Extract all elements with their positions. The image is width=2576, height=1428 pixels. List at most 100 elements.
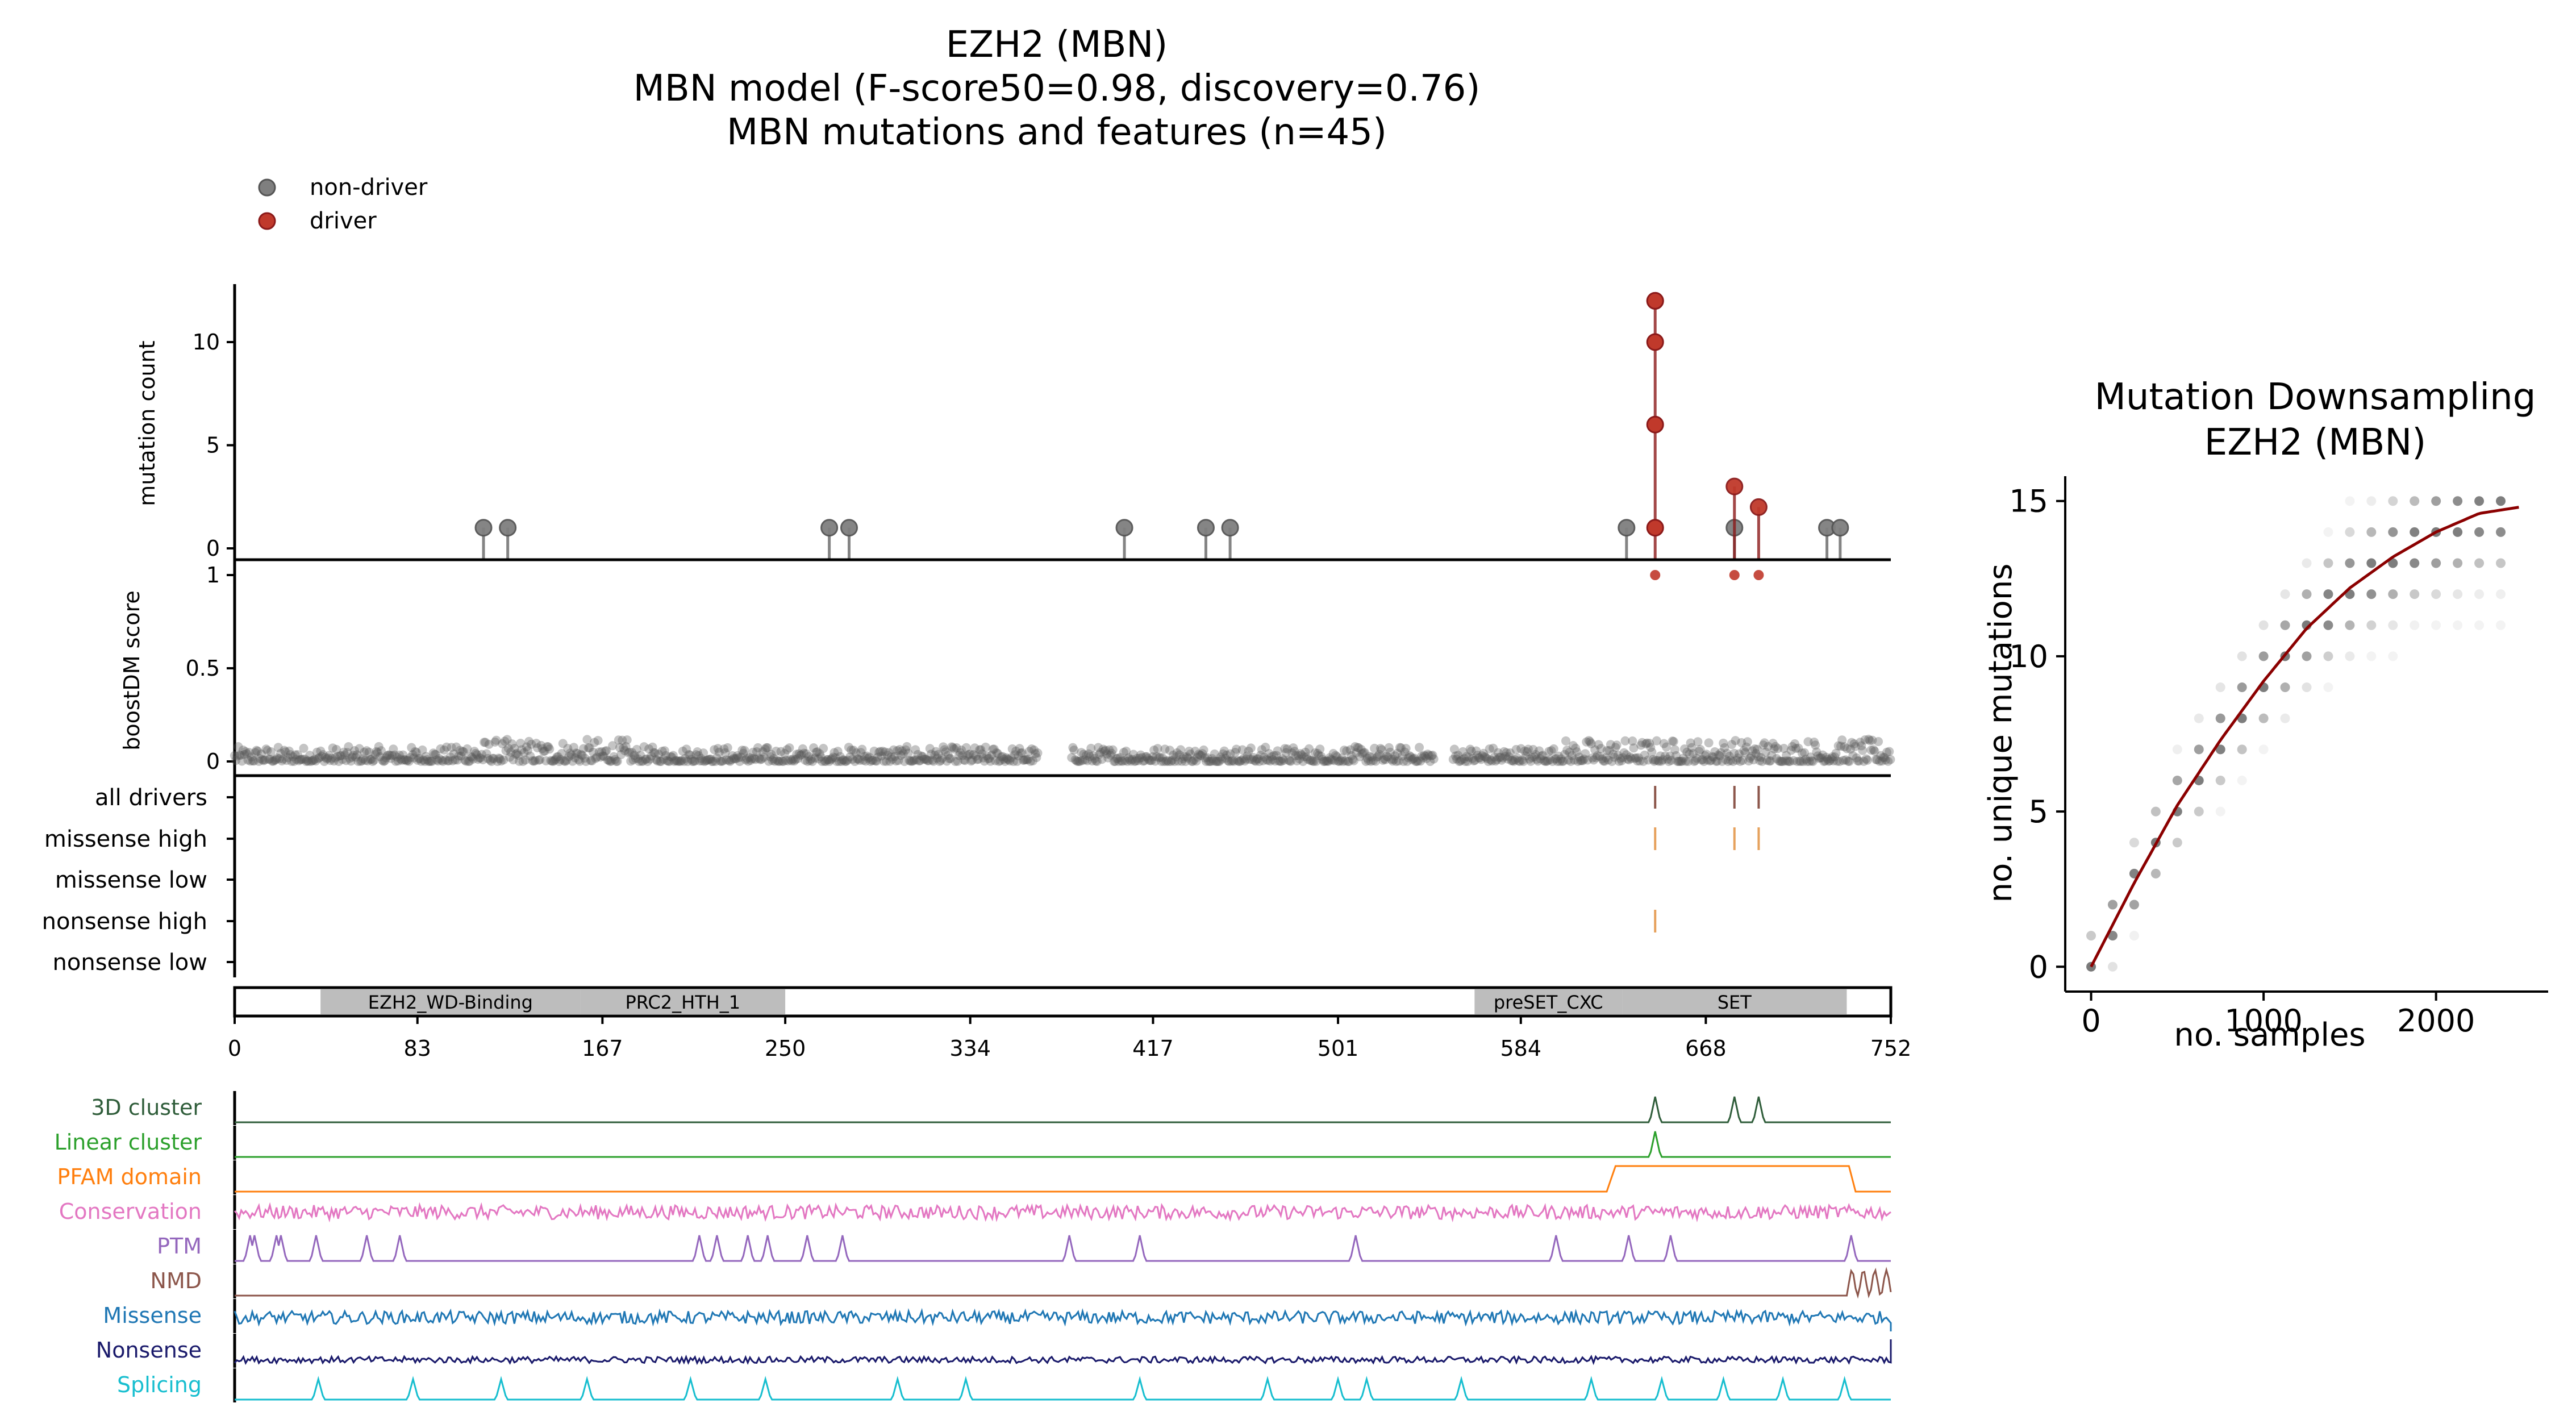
boostdm-point: [1762, 756, 1771, 765]
boostdm-point: [314, 753, 323, 763]
boostdm-point: [1693, 737, 1703, 747]
boostdm-point: [1461, 756, 1470, 766]
boostdm-point: [1381, 755, 1390, 764]
boostdm-point: [1343, 756, 1353, 766]
boostdm-point: [436, 744, 445, 753]
boostdm-point: [913, 750, 923, 759]
boostdm-point: [336, 751, 346, 760]
boostdm-point: [1201, 756, 1211, 766]
boostdm-point: [323, 753, 333, 763]
feature-line: [235, 1131, 1891, 1158]
boostdm-point: [1857, 741, 1866, 751]
boostdm-point: [1352, 748, 1361, 757]
boostdm-point: [1874, 736, 1883, 746]
xtick-label: 1000: [2224, 1003, 2302, 1039]
boostdm-point: [581, 756, 591, 766]
boostdm-point: [1836, 742, 1846, 751]
boostdm-point: [855, 756, 865, 765]
downsampling-point: [2129, 900, 2139, 910]
boostdm-point: [1518, 755, 1527, 765]
boostdm-point: [428, 748, 438, 758]
boostdm-point: [1188, 756, 1198, 766]
boostdm-point: [747, 753, 757, 763]
boostdm-point: [655, 756, 665, 766]
boostdm-point: [544, 742, 553, 752]
boostdm-point: [878, 747, 887, 756]
boostdm-point: [1344, 756, 1354, 766]
boostdm-point: [898, 749, 908, 759]
boostdm-point: [1148, 752, 1158, 761]
boostdm-point: [518, 756, 528, 766]
boostdm-point: [432, 755, 442, 765]
boostdm-point: [493, 756, 502, 766]
downsampling-point: [2345, 558, 2355, 568]
boostdm-point: [867, 755, 877, 765]
boostdm-point: [1274, 756, 1283, 766]
boostdm-point: [657, 746, 667, 756]
boostdm-point: [1832, 756, 1842, 766]
boostdm-point: [1866, 746, 1876, 755]
boostdm-point: [1859, 756, 1869, 766]
boostdm-point: [858, 755, 868, 765]
ytick-label: 0: [206, 749, 220, 774]
boostdm-point: [324, 751, 334, 760]
boostdm-point: [1606, 740, 1615, 750]
boostdm-point: [1571, 743, 1581, 753]
ytick-label: 0: [2029, 949, 2048, 985]
boostdm-point: [545, 744, 555, 754]
boostdm-point: [742, 753, 752, 763]
boostdm-point: [1199, 745, 1208, 755]
boostdm-point: [291, 755, 301, 764]
downsampling-point: [2345, 496, 2355, 506]
boostdm-point: [1457, 755, 1466, 765]
boostdm-point: [736, 752, 746, 762]
boostdm-point: [1694, 747, 1704, 756]
boostdm-point: [1744, 756, 1753, 766]
non-driver-mutation-dot: [499, 519, 517, 537]
boostdm-point: [1246, 743, 1256, 753]
boostdm-point: [1732, 755, 1741, 765]
track-label: missense high: [44, 826, 207, 852]
boostdm-point: [1265, 756, 1275, 766]
boostdm-point: [1823, 754, 1832, 764]
boostdm-point: [506, 747, 516, 757]
boostdm-point: [1302, 752, 1311, 762]
boostdm-point: [845, 752, 855, 761]
boostdm-point: [559, 756, 569, 766]
boostdm-point: [269, 756, 278, 766]
boostdm-point: [568, 756, 577, 766]
boostdm-point: [1292, 756, 1302, 765]
boostdm-point: [1881, 755, 1890, 765]
boostdm-point: [1357, 749, 1367, 759]
feature-label: Missense: [103, 1303, 202, 1328]
boostdm-point: [574, 755, 583, 764]
boostdm-point: [1168, 755, 1177, 765]
boostdm-point: [789, 756, 799, 766]
boostdm-point: [1646, 743, 1656, 752]
boostdm-point: [497, 756, 506, 766]
boostdm-point: [1325, 753, 1335, 763]
boostdm-point: [821, 756, 831, 766]
boostdm-point: [1738, 756, 1748, 765]
boostdm-point: [818, 756, 827, 766]
boostdm-point: [1785, 756, 1795, 766]
boostdm-point: [282, 756, 291, 765]
downsampling-point: [2410, 496, 2420, 506]
downsampling-point: [2215, 713, 2225, 723]
boostdm-point: [1550, 754, 1560, 764]
boostdm-point: [309, 756, 318, 765]
boostdm-point: [1791, 744, 1801, 753]
boostdm-point: [1474, 753, 1483, 763]
boostdm-point: [1074, 756, 1083, 766]
boostdm-point: [885, 756, 895, 766]
downsampling-point: [2086, 931, 2096, 941]
boostdm-point: [449, 749, 458, 759]
boostdm-point: [936, 756, 945, 765]
boostdm-point: [1649, 756, 1659, 766]
boostdm-point: [1270, 756, 1280, 766]
boostdm-point: [620, 746, 630, 755]
boostdm-point: [1520, 746, 1529, 756]
boostdm-point: [804, 752, 814, 761]
boostdm-point: [834, 756, 844, 766]
boostdm-point: [923, 756, 932, 765]
